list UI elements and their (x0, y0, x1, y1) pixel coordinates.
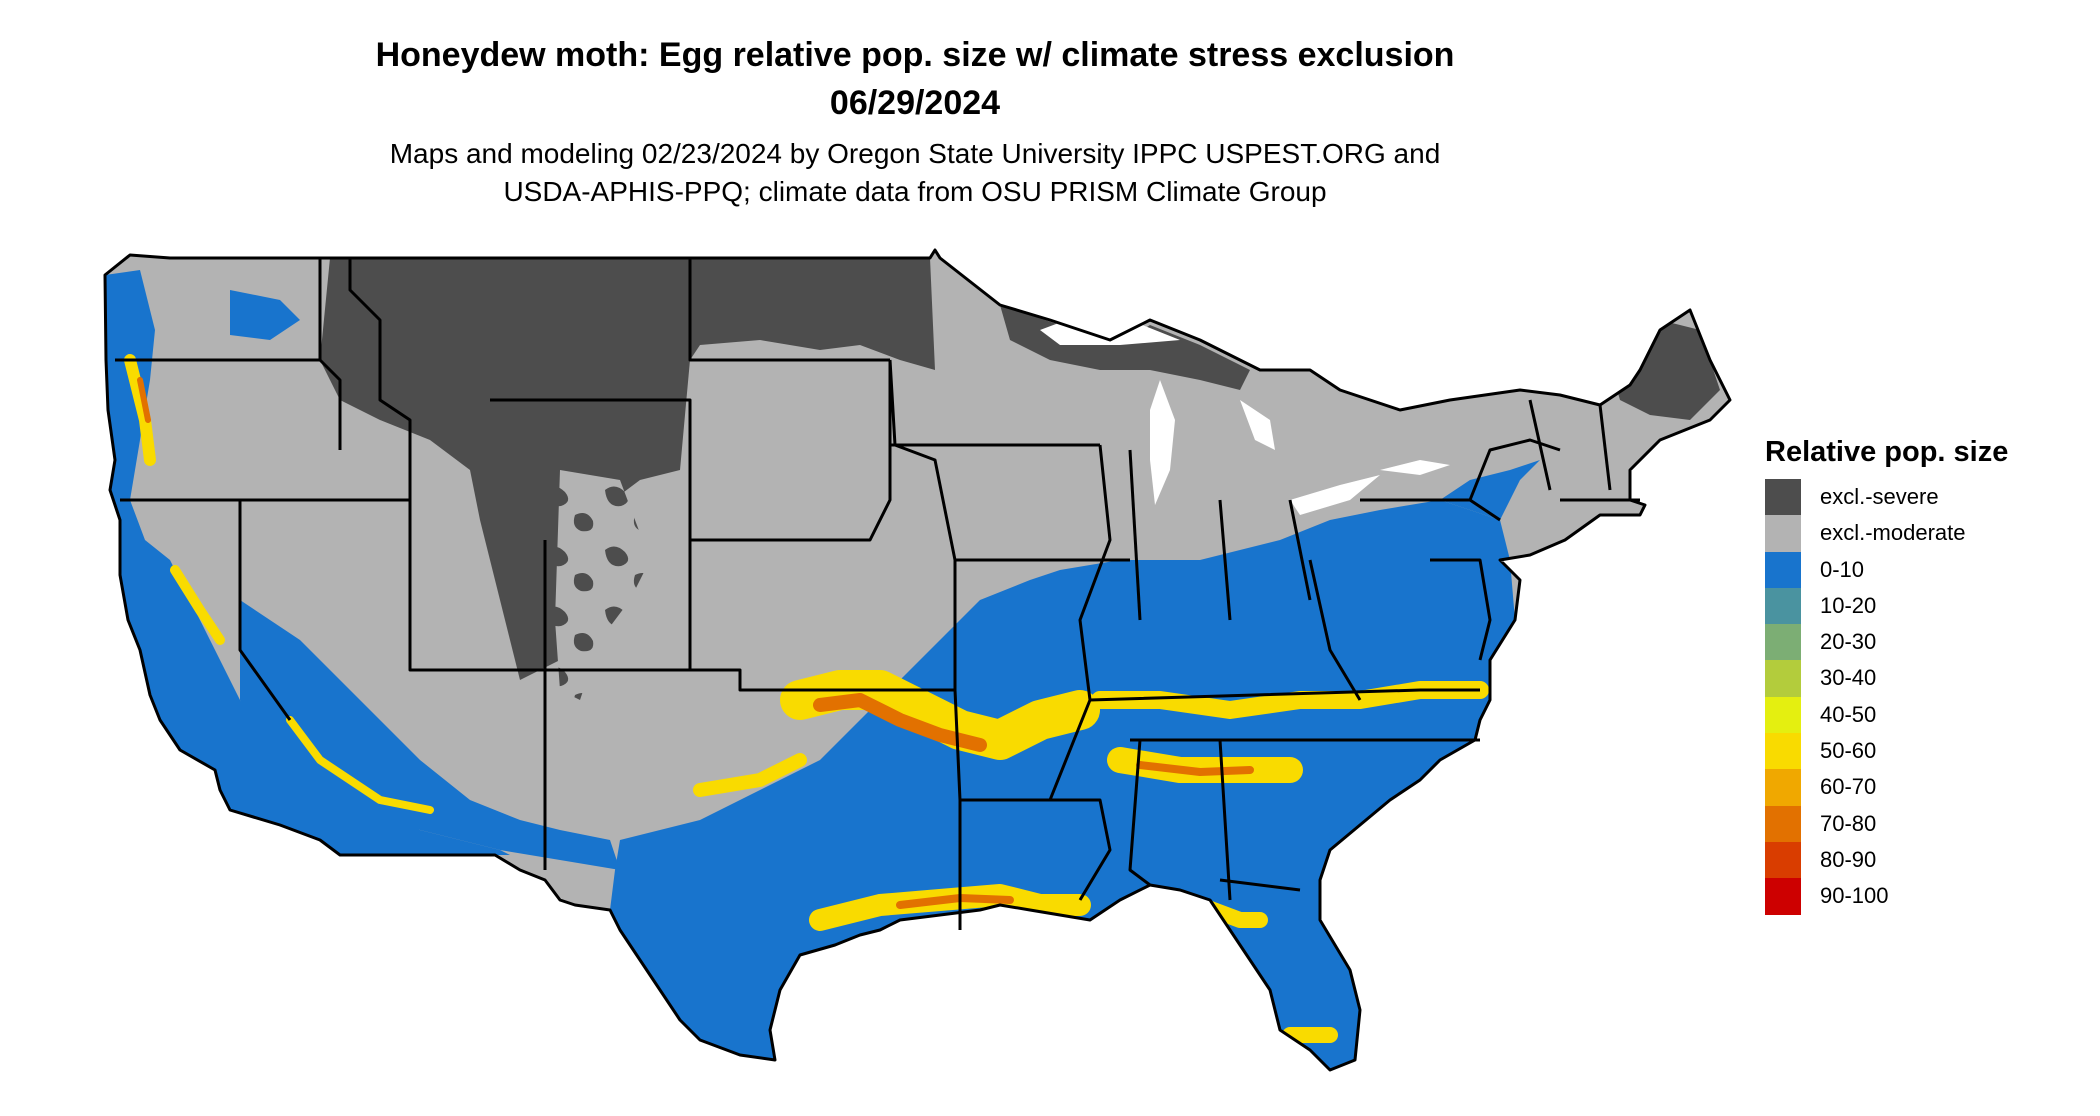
legend-swatch (1765, 479, 1801, 516)
legend-label: 0-10 (1820, 556, 1865, 582)
state-borders (103, 248, 1732, 1072)
legend-item: 20-30 (1765, 624, 2085, 661)
legend-title: Relative pop. size (1765, 436, 2009, 468)
legend-label: 80-90 (1820, 846, 1877, 872)
legend-item: 80-90 (1765, 841, 2085, 879)
legend-swatch (1765, 551, 1801, 588)
legend-label: 30-40 (1820, 665, 1877, 691)
legend-label: 90-100 (1820, 883, 1889, 909)
legend-item: 90-100 (1765, 878, 2085, 915)
legend-swatch (1765, 624, 1801, 661)
legend-label: 60-70 (1820, 774, 1877, 800)
legend-label: 50-60 (1820, 738, 1877, 764)
legend-label: excl.-severe (1820, 484, 1939, 509)
legend-swatch (1765, 769, 1801, 806)
map-title: Honeydew moth: Egg relative pop. size w/… (375, 36, 1455, 74)
credits-line-2: USDA-APHIS-PPQ; climate data from OSU PR… (503, 176, 1327, 207)
legend-label: 70-80 (1820, 810, 1877, 836)
legend-swatch (1765, 660, 1801, 697)
legend-item: excl.-severe (1765, 479, 2085, 516)
us-map (103, 248, 1732, 1072)
credits-line-1: Maps and modeling 02/23/2024 by Oregon S… (389, 138, 1441, 169)
legend: Relative pop. size excl.-severe excl.-mod… (1765, 436, 2085, 915)
legend-item: 40-50 (1765, 696, 2085, 734)
legend-swatch (1765, 696, 1801, 734)
legend-label: 10-20 (1820, 592, 1877, 618)
legend-item: 70-80 (1765, 805, 2085, 842)
legend-swatch (1765, 733, 1801, 770)
legend-label: excl.-moderate (1820, 520, 1966, 546)
legend-item: 60-70 (1765, 769, 2085, 806)
legend-swatch (1765, 841, 1801, 879)
map-date: 06/29/2024 (829, 84, 1001, 122)
legend-swatch (1765, 805, 1801, 842)
legend-items: excl.-severe excl.-moderate 0-10 10-20 20-30… (1765, 479, 2085, 915)
legend-swatch (1765, 515, 1801, 552)
legend-item: excl.-moderate (1765, 515, 2085, 552)
legend-swatch (1765, 587, 1801, 625)
legend-item: 10-20 (1765, 587, 2085, 625)
legend-label: 40-50 (1820, 701, 1877, 727)
legend-label: 20-30 (1820, 629, 1877, 655)
legend-item: 0-10 (1765, 551, 2085, 588)
legend-swatch (1765, 878, 1801, 915)
legend-item: 30-40 (1765, 660, 2085, 697)
legend-item: 50-60 (1765, 733, 2085, 770)
